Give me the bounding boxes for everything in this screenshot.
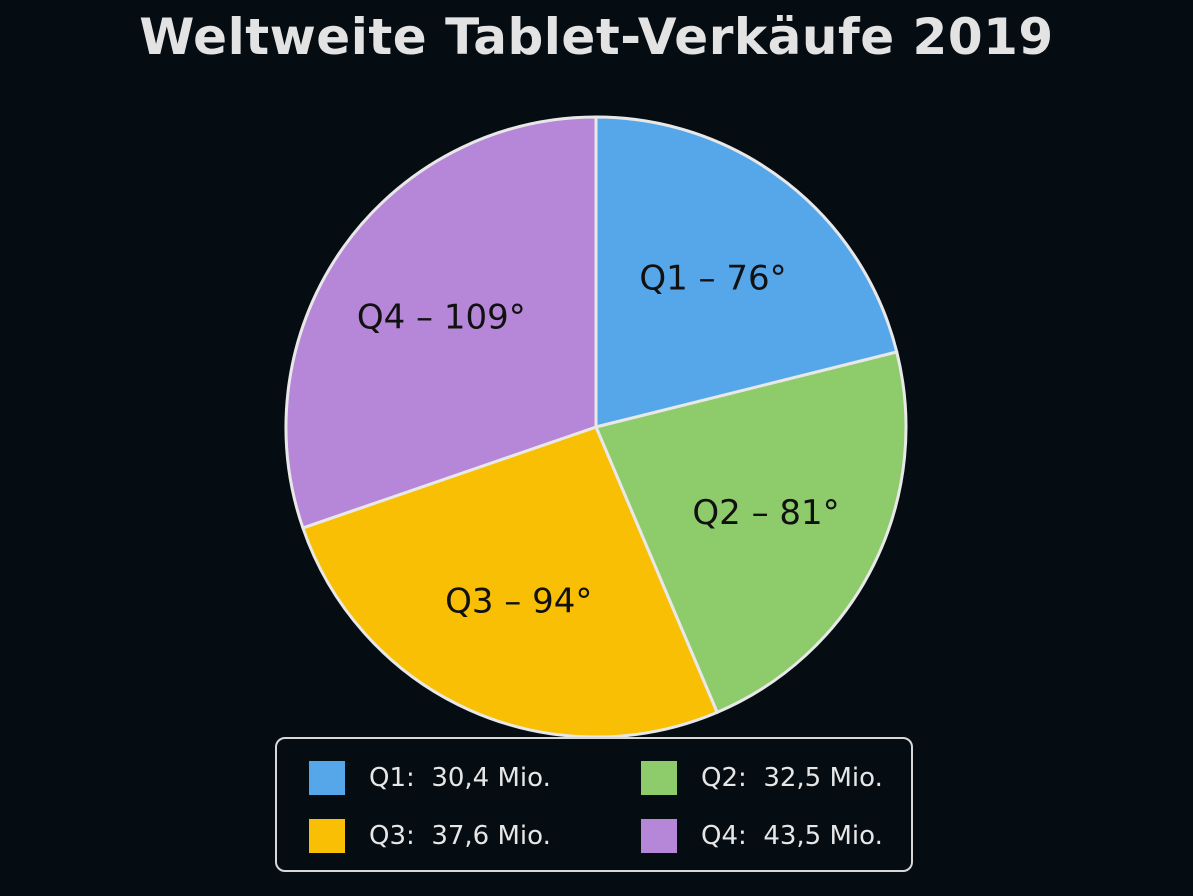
legend-value-q1: 30,4 Mio.	[431, 763, 551, 793]
legend-item-q1: Q1: 30,4 Mio.	[309, 760, 551, 796]
legend-name-q1: Q1	[369, 763, 407, 793]
legend-value-q3: 37,6 Mio.	[431, 821, 551, 851]
legend-value-q2: 32,5 Mio.	[763, 763, 883, 793]
legend-swatch-q3	[309, 819, 345, 853]
legend-swatch-q2	[641, 761, 677, 795]
slice-label-q4: Q4 – 109°	[357, 298, 526, 338]
legend: Q1: 30,4 Mio. Q2: 32,5 Mio. Q3: 37,6 Mio…	[275, 737, 913, 872]
pie-slice-q2	[594, 350, 908, 714]
legend-item-q4: Q4: 43,5 Mio.	[641, 818, 883, 854]
slice-label-q3: Q3 – 94°	[445, 582, 592, 622]
legend-item-q2: Q2: 32,5 Mio.	[641, 760, 883, 796]
pie-slice-q4	[284, 115, 598, 530]
legend-name-q3: Q3	[369, 821, 407, 851]
slice-label-q1: Q1 – 76°	[639, 258, 786, 298]
chart-title: Weltweite Tablet-Verkäufe 2019	[139, 8, 1054, 66]
legend-value-q4: 43,5 Mio.	[763, 821, 883, 851]
slice-label-q2: Q2 – 81°	[692, 493, 839, 533]
legend-swatch-q1	[309, 761, 345, 795]
legend-name-q2: Q2	[701, 763, 739, 793]
pie-slice-q1	[594, 115, 899, 429]
legend-swatch-q4	[641, 819, 677, 853]
legend-name-q4: Q4	[701, 821, 739, 851]
pie-slice-q3	[301, 425, 719, 739]
legend-item-q3: Q3: 37,6 Mio.	[309, 818, 551, 854]
